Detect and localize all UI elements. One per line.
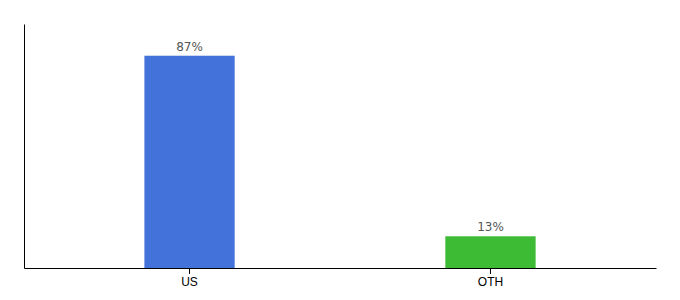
data-label: 13% bbox=[477, 220, 504, 234]
x-tick-label: OTH bbox=[478, 275, 503, 289]
x-axis-line bbox=[25, 268, 657, 269]
data-labels: 87% 13% bbox=[176, 40, 504, 235]
x-tick-label: US bbox=[181, 275, 198, 289]
plot: US OTH 87% 13% bbox=[25, 25, 657, 289]
x-axis: US OTH bbox=[25, 268, 657, 289]
bar bbox=[445, 236, 535, 268]
x-tick: US bbox=[181, 268, 198, 289]
chart: US OTH 87% 13% bbox=[0, 0, 680, 300]
bar bbox=[144, 56, 234, 268]
x-tick: OTH bbox=[478, 268, 503, 289]
x-tick-mark bbox=[490, 268, 491, 274]
bars bbox=[144, 56, 535, 268]
y-axis bbox=[24, 25, 25, 269]
y-axis-line bbox=[24, 25, 25, 269]
x-tick-mark bbox=[189, 268, 190, 274]
data-label: 87% bbox=[176, 40, 203, 54]
